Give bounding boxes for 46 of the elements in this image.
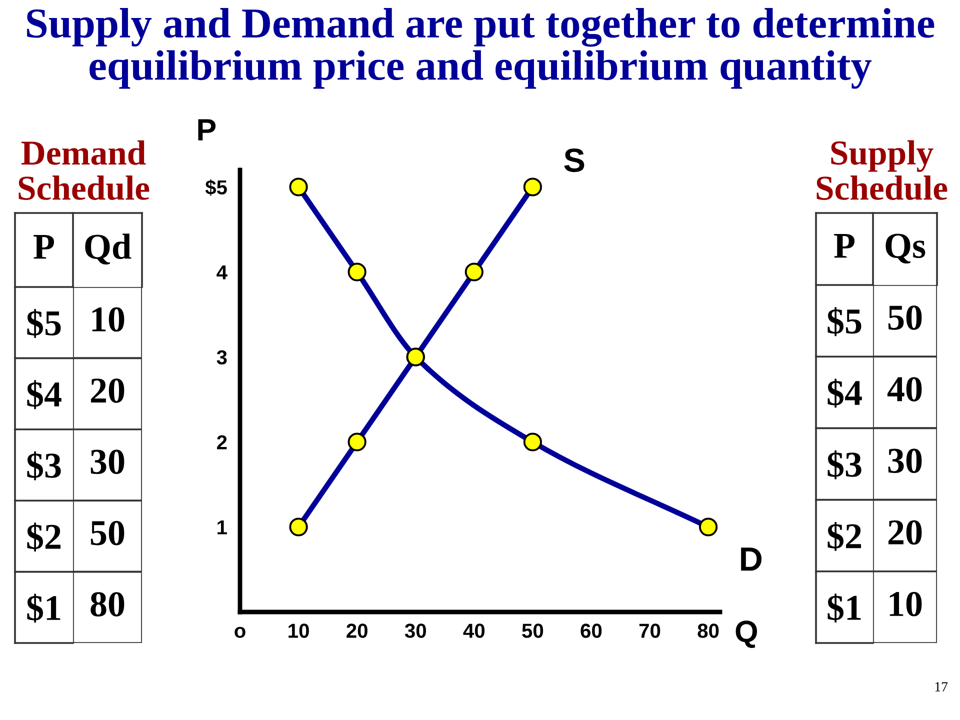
x-tick-label: 10 (288, 624, 309, 638)
y-tick-label: $5 (205, 179, 227, 196)
y-tick-label: $3 (27, 451, 61, 480)
data-label: 20 (90, 378, 124, 403)
y-tick-label: 2 (217, 435, 227, 450)
x-tick-label: 30 (404, 624, 426, 638)
x-tick-label: 70 (639, 624, 660, 638)
data-label: 50 (888, 305, 922, 330)
chart-title: Supply Schedule (816, 140, 948, 200)
x-tick-label: 40 (463, 624, 485, 638)
y-tick-label: 3 (216, 350, 227, 365)
x-tick-label: 80 (698, 624, 719, 638)
data-label: 30 (888, 448, 922, 474)
x-tick-label: o (234, 626, 246, 638)
data-label: 30 (90, 450, 124, 474)
data-label: 40 (887, 377, 922, 402)
data-label: 10 (92, 307, 124, 332)
data-label: 10 (890, 592, 922, 616)
y-tick-label: $1 (828, 594, 861, 622)
x-tick-label: 50 (522, 624, 544, 638)
y-tick-label: $2 (828, 522, 862, 551)
y-tick-label: $5 (828, 307, 862, 336)
y-axis-title: P (198, 119, 216, 140)
y-tick-label: 4 (216, 265, 228, 280)
y-axis-title: P (34, 235, 54, 259)
data-label: 80 (90, 592, 124, 616)
y-tick-label: $2 (27, 522, 61, 552)
chart-title: Supply and Demand are put together to determine equilibrium price and equilibrium quantity (27, 8, 934, 89)
x-axis-title: Q (736, 620, 757, 648)
y-tick-label: $1 (27, 594, 60, 623)
x-tick-label: Qs (886, 234, 926, 264)
y-axis-title: P (834, 234, 855, 258)
y-tick-label: $5 (27, 308, 61, 338)
x-tick-label: 20 (346, 624, 368, 638)
series-label: S (564, 148, 584, 172)
data-label: 50 (90, 520, 124, 546)
x-tick-label: Qd (85, 234, 132, 265)
data-label: 20 (888, 520, 922, 545)
y-tick-label: $3 (828, 450, 862, 480)
y-tick-label: 1 (218, 520, 227, 534)
x-tick-label: 60 (580, 624, 602, 638)
chart-title: Demand Schedule (18, 140, 150, 200)
y-tick-label: $4 (828, 378, 862, 408)
y-tick-label: $4 (27, 380, 62, 410)
series-label: D (741, 548, 762, 571)
text: 17 (935, 682, 948, 692)
